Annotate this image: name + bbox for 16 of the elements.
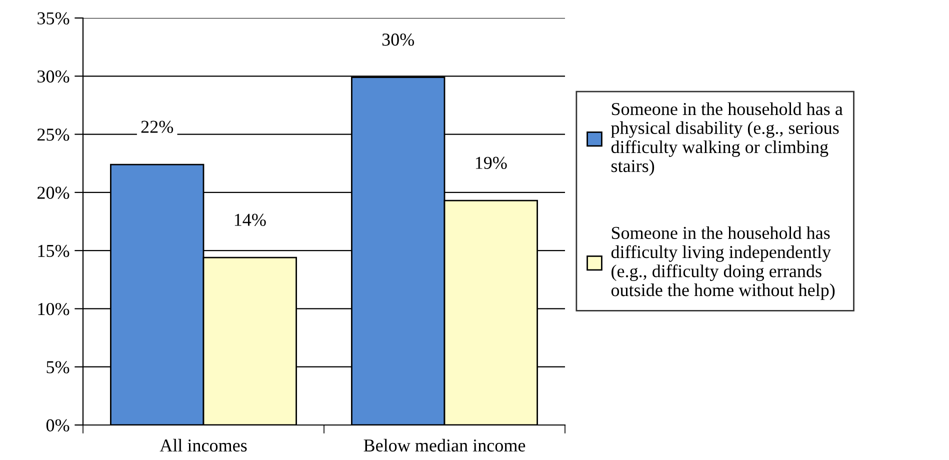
y-tick-label: 5% [46, 361, 70, 374]
y-tick-label: 35% [38, 12, 70, 24]
data-label: 19% [476, 156, 507, 170]
y-tick-label: 20% [38, 186, 70, 199]
data-label: 30% [382, 34, 414, 46]
legend-label: Someone in the household has a physical disability (e.g., serious difficulty walking or climbing stairs) [611, 102, 843, 176]
data-label: 22% [141, 120, 174, 133]
legend-label: Someone in the household has difficulty living independently (e.g., difficulty doing errands outside the home without help) [611, 226, 835, 300]
data-label: 14% [234, 214, 266, 226]
x-tick-label: Below median income [364, 438, 526, 452]
y-tick-label: 30% [38, 70, 70, 83]
y-tick-label: 0% [46, 419, 70, 432]
y-tick-label: 25% [38, 128, 70, 141]
y-tick-label: 10% [38, 302, 70, 316]
y-tick-label: 15% [38, 244, 70, 258]
x-tick-label: All incomes [160, 438, 247, 452]
